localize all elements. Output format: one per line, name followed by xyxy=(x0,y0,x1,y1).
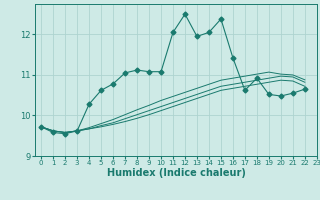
X-axis label: Humidex (Indice chaleur): Humidex (Indice chaleur) xyxy=(107,168,245,178)
